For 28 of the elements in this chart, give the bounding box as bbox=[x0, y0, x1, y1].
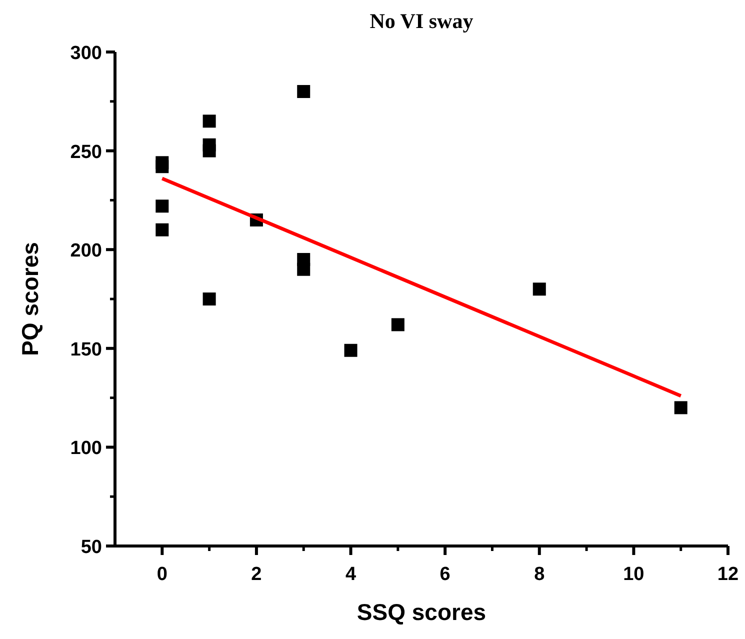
x-tick-label: 0 bbox=[156, 564, 168, 585]
point bbox=[297, 85, 310, 98]
point bbox=[202, 144, 216, 158]
y-tick-label: 100 bbox=[70, 438, 102, 460]
x-tick-label: 6 bbox=[440, 564, 450, 585]
x-tick-label: 4 bbox=[345, 564, 356, 585]
point bbox=[674, 401, 688, 414]
point bbox=[532, 282, 546, 296]
y-tick-label: 50 bbox=[80, 537, 102, 558]
y-tick-label: 150 bbox=[70, 339, 102, 360]
x-axis-title: SSQ scores bbox=[356, 599, 486, 625]
point bbox=[202, 114, 216, 128]
point bbox=[391, 318, 404, 332]
y-tick-label: 250 bbox=[70, 142, 102, 163]
point bbox=[156, 200, 169, 213]
x-tick-label: 2 bbox=[251, 564, 262, 585]
x-tick-label: 10 bbox=[623, 564, 644, 585]
y-tick-label: 300 bbox=[70, 43, 102, 64]
point bbox=[344, 344, 358, 357]
point bbox=[202, 292, 216, 306]
x-tick-label: 12 bbox=[717, 564, 739, 585]
y-tick-label: 200 bbox=[70, 240, 102, 262]
x-tick-label: 8 bbox=[534, 564, 545, 585]
y-axis-title: PQ scores bbox=[17, 242, 43, 356]
point bbox=[156, 223, 169, 236]
point bbox=[297, 262, 310, 276]
point bbox=[156, 160, 169, 174]
chart-title: No VI sway bbox=[370, 9, 474, 33]
